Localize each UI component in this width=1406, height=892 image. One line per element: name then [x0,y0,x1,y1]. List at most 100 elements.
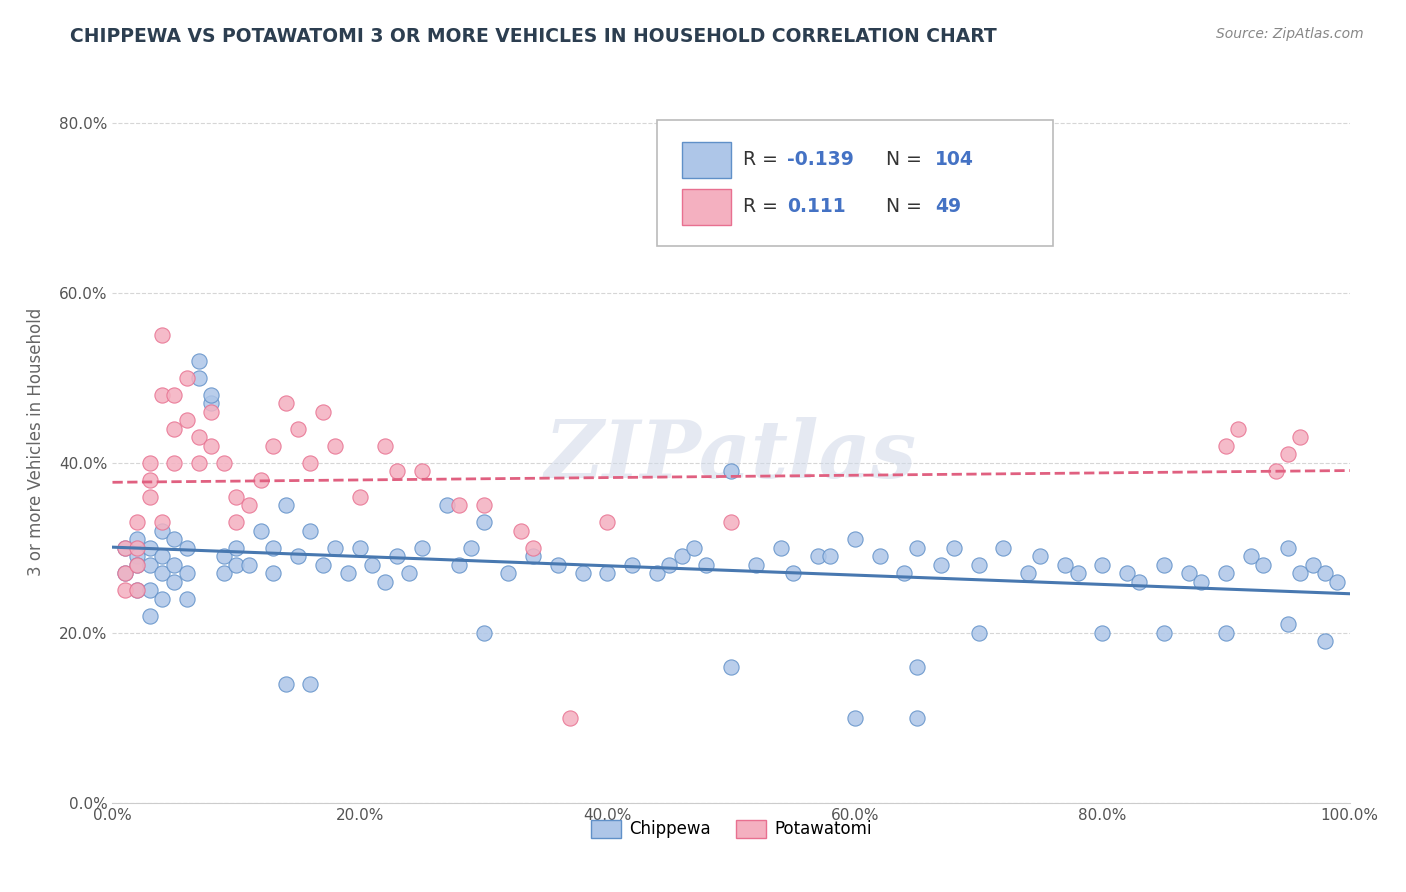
Point [1189,574,1212,589]
Point [312,405,335,419]
Text: Source: ZipAtlas.com: Source: ZipAtlas.com [1216,27,1364,41]
Point [1153,558,1175,572]
Point [560,711,582,725]
Point [683,541,706,555]
Point [1215,625,1237,640]
Text: 0.111: 0.111 [787,197,845,216]
Point [807,549,830,564]
Point [287,422,309,436]
Text: N =: N = [886,197,922,216]
Point [299,456,322,470]
Point [176,566,198,581]
Point [893,566,915,581]
Point [1277,541,1299,555]
Point [1066,566,1088,581]
Point [127,558,149,572]
Point [150,566,173,581]
Point [571,566,593,581]
Point [905,711,928,725]
Point [1178,566,1201,581]
Point [720,464,742,478]
Point [720,516,742,530]
Point [138,456,160,470]
Point [138,608,160,623]
Point [522,549,544,564]
Point [150,388,173,402]
Point [436,498,458,512]
Point [967,558,990,572]
Point [1029,549,1052,564]
Point [212,549,235,564]
Text: ZIPatlas: ZIPatlas [546,417,917,495]
Point [176,371,198,385]
Point [1054,558,1077,572]
Point [225,558,247,572]
Point [596,516,619,530]
Point [114,566,136,581]
Point [1215,566,1237,581]
Point [287,549,309,564]
Point [1302,558,1324,572]
Text: 104: 104 [935,150,974,169]
Point [163,574,186,589]
Point [127,516,149,530]
Point [127,549,149,564]
Point [1251,558,1274,572]
FancyBboxPatch shape [682,188,731,225]
Point [225,490,247,504]
Point [844,533,866,547]
Point [250,524,273,538]
Point [225,541,247,555]
Point [547,558,569,572]
Point [312,558,335,572]
Point [596,566,619,581]
Point [472,498,495,512]
Point [163,388,186,402]
Point [274,396,297,410]
Point [349,541,371,555]
Text: R =: R = [744,197,779,216]
Point [1153,625,1175,640]
Point [262,541,284,555]
Point [769,541,792,555]
Point [509,524,531,538]
Point [374,574,396,589]
Point [114,541,136,555]
Point [374,439,396,453]
Point [200,396,222,410]
Point [385,549,408,564]
Y-axis label: 3 or more Vehicles in Household: 3 or more Vehicles in Household [27,308,45,575]
Text: 49: 49 [935,197,962,216]
Point [1091,558,1114,572]
Point [299,677,322,691]
Point [472,516,495,530]
Point [398,566,420,581]
Point [720,660,742,674]
Point [138,541,160,555]
Point [967,625,990,640]
Point [1313,566,1336,581]
Point [1326,574,1348,589]
Point [460,541,482,555]
Point [163,456,186,470]
Point [1227,422,1250,436]
Point [127,541,149,555]
Point [385,464,408,478]
Point [361,558,384,572]
Point [1264,464,1286,478]
Point [1289,430,1312,444]
Point [1017,566,1039,581]
Point [498,566,520,581]
Point [127,583,149,598]
Point [1215,439,1237,453]
Point [1128,574,1150,589]
Point [262,439,284,453]
Point [411,464,433,478]
Text: CHIPPEWA VS POTAWATOMI 3 OR MORE VEHICLES IN HOUSEHOLD CORRELATION CHART: CHIPPEWA VS POTAWATOMI 3 OR MORE VEHICLE… [70,27,997,45]
Point [1313,634,1336,648]
FancyBboxPatch shape [682,142,731,178]
Point [163,422,186,436]
Point [138,490,160,504]
Legend: Chippewa, Potawatomi: Chippewa, Potawatomi [583,813,879,845]
Point [299,524,322,538]
